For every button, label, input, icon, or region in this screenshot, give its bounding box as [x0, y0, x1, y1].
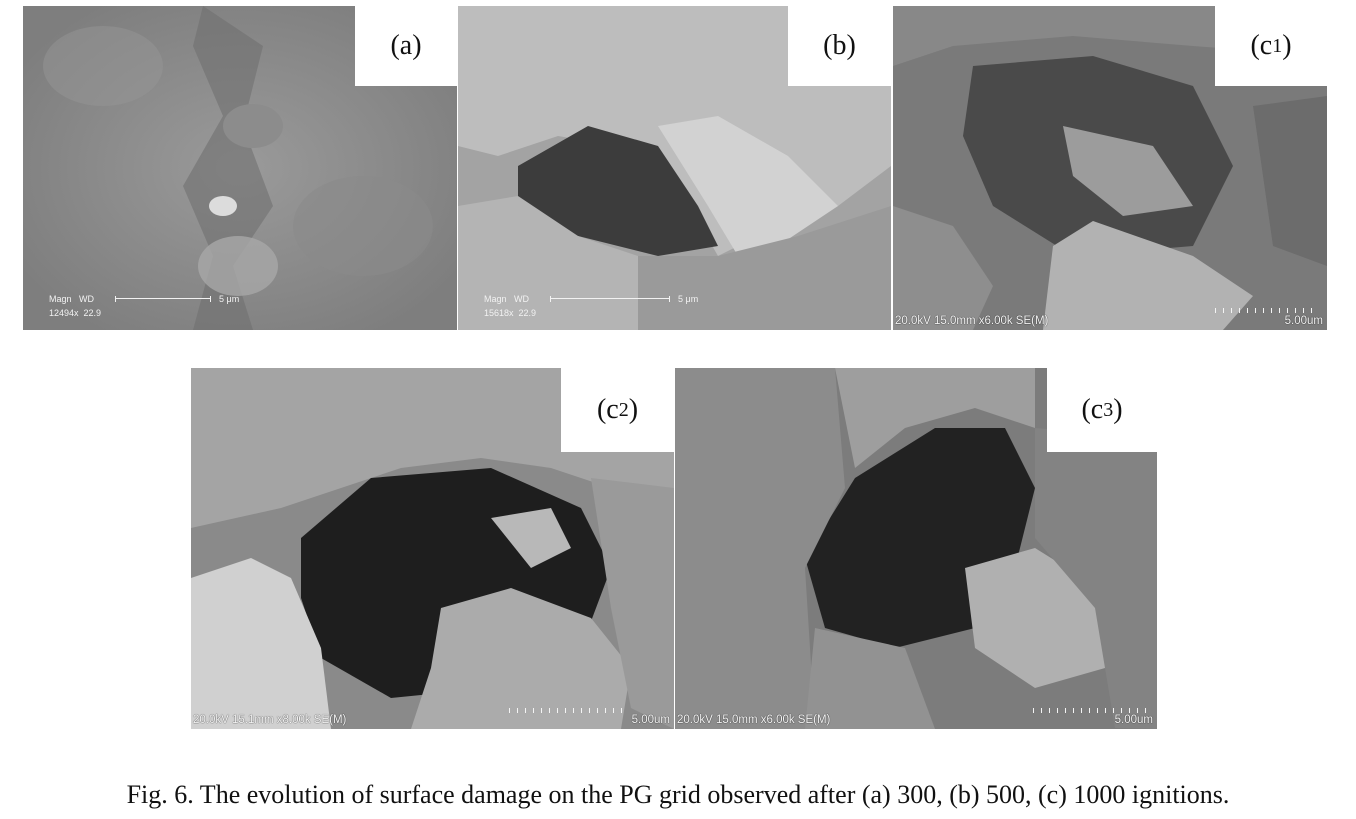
- scale-text-c2: 5.00um: [632, 714, 670, 726]
- scale-bar-b: [550, 298, 670, 299]
- meta-header-b: Magn WD: [484, 294, 529, 304]
- panel-label-c3: (c 3): [1047, 368, 1157, 452]
- meta-values-a: 12494x 22.9: [49, 308, 101, 318]
- scale-ticks-c2: [509, 708, 629, 713]
- meta-header-a: Magn WD: [49, 294, 94, 304]
- scale-ticks-c1: [1215, 308, 1319, 313]
- panel-label-b: (b): [788, 6, 891, 86]
- panel-label-c2: (c 2): [561, 368, 674, 452]
- sem-image-panel-c1: (c 1) 20.0kV 15.0mm x6.00k SE(M) 5.00um: [893, 6, 1327, 330]
- scale-text-b: 5 μm: [678, 294, 698, 304]
- meta-values-b: 15618x 22.9: [484, 308, 536, 318]
- meta-footer-c3: 20.0kV 15.0mm x6.00k SE(M): [677, 714, 830, 726]
- sem-image-panel-b: (b) Magn WD 15618x 22.9 5 μm: [458, 6, 891, 330]
- scale-bar-a: [115, 298, 211, 299]
- scale-text-c1: 5.00um: [1285, 315, 1323, 327]
- scale-text-c3: 5.00um: [1115, 714, 1153, 726]
- sem-image-panel-c3: (c 3) 20.0kV 15.0mm x6.00k SE(M) 5.00um: [675, 368, 1157, 729]
- sem-image-panel-c2: (c 2) 20.0kV 15.1mm x8.00k SE(M) 5.00um: [191, 368, 674, 729]
- figure-caption: Fig. 6. The evolution of surface damage …: [0, 780, 1356, 810]
- meta-footer-c2: 20.0kV 15.1mm x8.00k SE(M): [193, 714, 346, 726]
- scale-ticks-c3: [1033, 708, 1148, 713]
- panel-label-c1: (c 1): [1215, 6, 1327, 86]
- meta-footer-c1: 20.0kV 15.0mm x6.00k SE(M): [895, 315, 1048, 327]
- panel-label-a: (a): [355, 6, 457, 86]
- scale-text-a: 5 μm: [219, 294, 239, 304]
- sem-image-panel-a: (a) Magn WD 12494x 22.9 5 μm: [23, 6, 457, 330]
